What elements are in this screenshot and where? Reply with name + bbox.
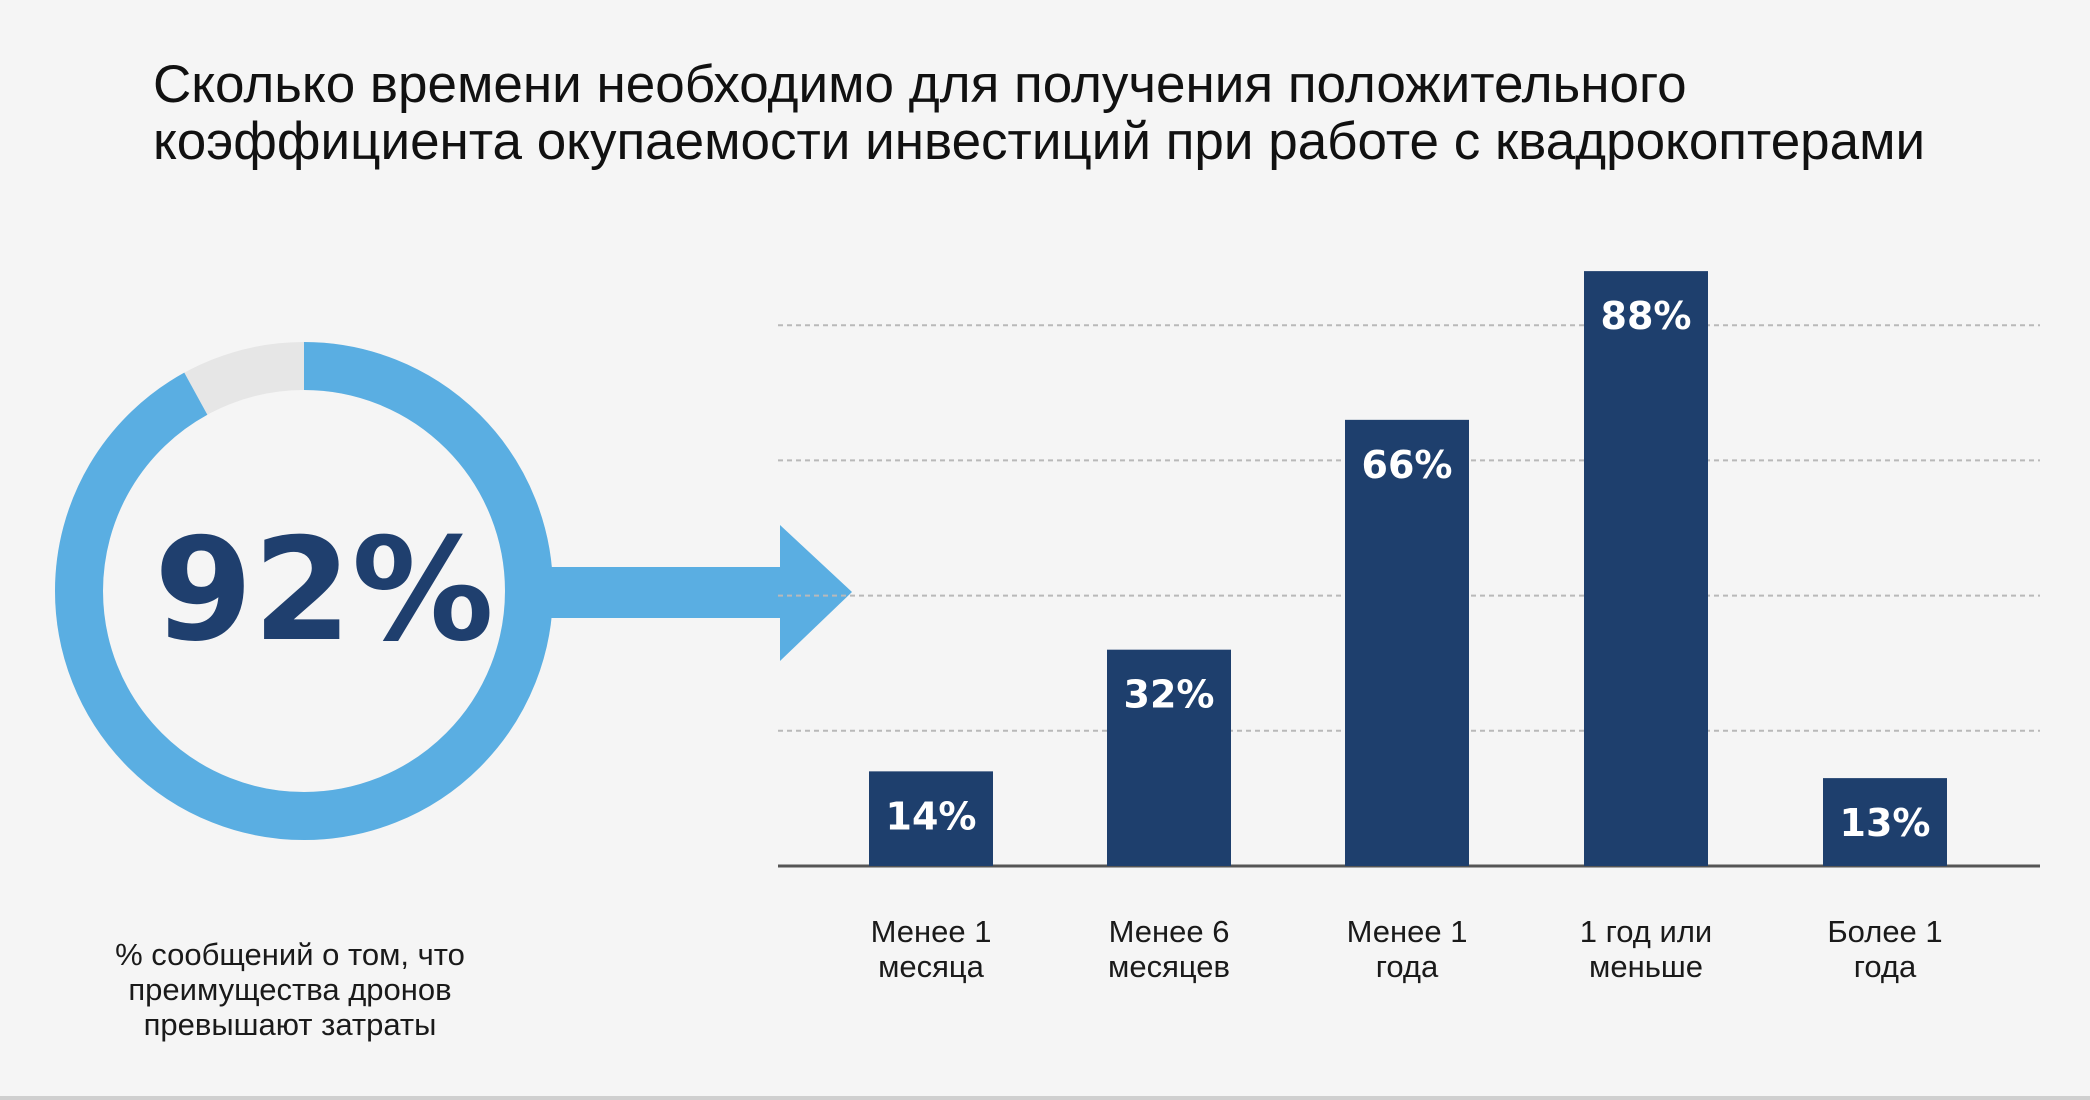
donut-caption: % сообщений о том, что преимущества дрон… [40,937,540,1042]
bar-3 [1345,419,1469,866]
bar-value-label-4: 88% [1601,294,1692,338]
category-label-2-line-2: месяцев [1108,949,1230,984]
bar-5 [1823,778,1947,866]
category-label-5-line-2: года [1853,949,1917,984]
category-label-1-line-2: месяца [878,949,984,984]
category-label-2: Менее 6 месяцев [1054,914,1284,984]
category-label-4: 1 год или меньше [1531,914,1761,984]
bar-1 [869,771,993,866]
bar-value-label-1: 14% [886,794,977,838]
bottom-divider [0,1096,2090,1100]
bar-value-label-5: 13% [1840,801,1931,845]
category-label-1-line-1: Менее 1 [870,914,992,949]
arrow-right-icon [546,525,852,661]
category-label-1: Менее 1 месяца [816,914,1046,984]
category-label-4-line-2: меньше [1589,949,1703,984]
category-label-3: Менее 1 года [1292,914,1522,984]
category-label-2-line-1: Менее 6 [1108,914,1230,949]
chart-title-line-1: Сколько времени необходимо для получения… [153,55,1687,114]
bar-2 [1107,649,1231,866]
donut-chart: 92% [55,342,852,840]
donut-caption-line-1: % сообщений о том, что [115,937,465,972]
chart-title: Сколько времени необходимо для получения… [153,56,2033,170]
bar-value-label-2: 32% [1124,673,1215,717]
category-label-3-line-2: года [1375,949,1439,984]
bar-4 [1584,271,1708,866]
category-label-5-line-1: Более 1 [1827,914,1943,949]
donut-ring-value [55,342,553,840]
category-label-3-line-1: Менее 1 [1346,914,1468,949]
category-label-4-line-1: 1 год или [1579,914,1713,949]
bar-value-label-3: 66% [1362,443,1453,487]
donut-value-label: 92% [154,508,494,673]
chart-title-line-2: коэффициента окупаемости инвестиций при … [153,112,1926,171]
donut-caption-line-2: преимущества дронов [128,972,452,1007]
donut-caption-line-3: превышают затраты [143,1007,437,1042]
category-label-5: Более 1 года [1770,914,2000,984]
